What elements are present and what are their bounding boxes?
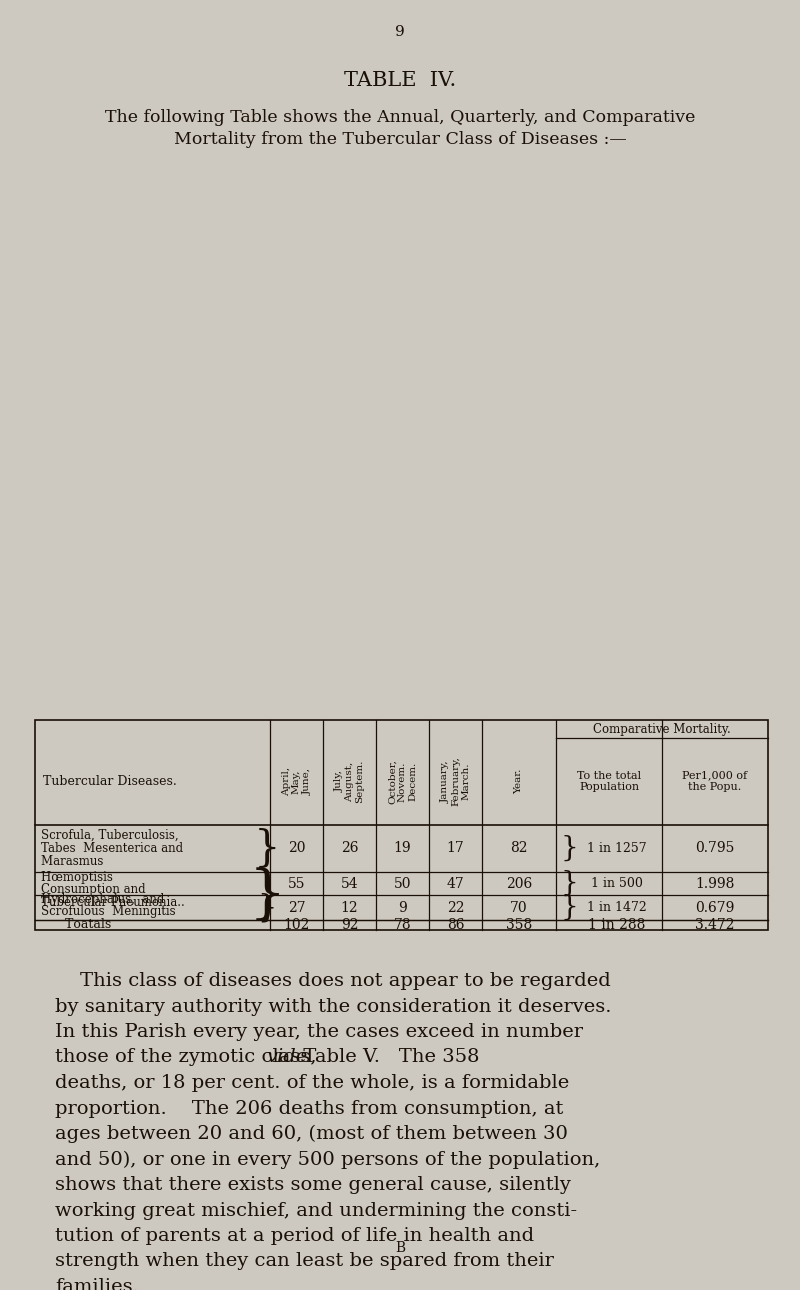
Text: 1 in 1257: 1 in 1257 [587, 842, 647, 855]
Text: October,
Novem.
Decem.: October, Novem. Decem. [388, 759, 418, 804]
Text: 19: 19 [394, 841, 411, 855]
Text: 82: 82 [510, 841, 528, 855]
Text: 9: 9 [395, 25, 405, 39]
Text: families.: families. [55, 1278, 139, 1290]
Text: and 50), or one in every 500 persons of the population,: and 50), or one in every 500 persons of … [55, 1151, 600, 1169]
Text: Mortality from the Tubercular Class of Diseases :—: Mortality from the Tubercular Class of D… [174, 132, 626, 148]
Text: Scrofula, Tuberculosis,: Scrofula, Tuberculosis, [41, 829, 178, 842]
Text: 50: 50 [394, 876, 411, 890]
Text: 1 in 500: 1 in 500 [591, 877, 643, 890]
Text: tution of parents at a period of life in health and: tution of parents at a period of life in… [55, 1227, 534, 1245]
Text: 0.795: 0.795 [695, 841, 734, 855]
Text: }: } [249, 868, 286, 924]
Bar [35, 720, 768, 930]
Text: April,
May,
June,: April, May, June, [282, 768, 311, 796]
Text: }: } [560, 894, 578, 921]
Text: Table V.   The 358: Table V. The 358 [297, 1049, 479, 1067]
Text: 17: 17 [446, 841, 464, 855]
Text: proportion.    The 206 deaths from consumption, at: proportion. The 206 deaths from consumpt… [55, 1099, 563, 1117]
Text: }: } [560, 869, 578, 897]
Text: In this Parish every year, the cases exceed in number: In this Parish every year, the cases exc… [55, 1023, 583, 1041]
Text: To the total
Population: To the total Population [577, 770, 641, 792]
Text: those of the zymotic class,: those of the zymotic class, [55, 1049, 322, 1067]
Text: Scrofulous  Meningitis: Scrofulous Meningitis [41, 906, 176, 918]
Text: July,
August,
Septem.: July, August, Septem. [334, 760, 364, 804]
Text: TABLE  IV.: TABLE IV. [344, 71, 456, 89]
Text: 54: 54 [341, 876, 358, 890]
Text: 20: 20 [288, 841, 306, 855]
Text: working great mischief, and undermining the consti-: working great mischief, and undermining … [55, 1201, 577, 1219]
Text: 1 in 1472: 1 in 1472 [587, 900, 647, 915]
Text: }: } [258, 891, 277, 924]
Text: 3.472: 3.472 [695, 918, 734, 931]
Text: }: } [254, 827, 280, 869]
Text: deaths, or 18 per cent. of the whole, is a formidable: deaths, or 18 per cent. of the whole, is… [55, 1075, 570, 1093]
Text: B: B [395, 1241, 405, 1255]
Text: Hydrocephalus,  and: Hydrocephalus, and [41, 894, 164, 907]
Text: Tubercular Pneumonia..: Tubercular Pneumonia.. [41, 895, 185, 908]
Text: 102: 102 [283, 918, 310, 931]
Text: 1 in 288: 1 in 288 [588, 918, 646, 931]
Text: January,
February,
March.: January, February, March. [441, 756, 470, 806]
Text: 206: 206 [506, 876, 532, 890]
Text: Comparative Mortality.: Comparative Mortality. [593, 722, 731, 735]
Text: 27: 27 [288, 900, 306, 915]
Text: Marasmus: Marasmus [41, 855, 178, 868]
Text: 70: 70 [510, 900, 528, 915]
Text: 92: 92 [341, 918, 358, 931]
Text: The following Table shows the Annual, Quarterly, and Comparative: The following Table shows the Annual, Qu… [105, 110, 695, 126]
Text: 0.679: 0.679 [695, 900, 734, 915]
Text: This class of diseases does not appear to be regarded: This class of diseases does not appear t… [55, 971, 610, 989]
Text: 1.998: 1.998 [695, 876, 734, 890]
Text: ages between 20 and 60, (most of them between 30: ages between 20 and 60, (most of them be… [55, 1125, 568, 1143]
Text: 86: 86 [446, 918, 464, 931]
Text: Per1,000 of
the Popu.: Per1,000 of the Popu. [682, 770, 747, 792]
Text: strength when they can least be spared from their: strength when they can least be spared f… [55, 1253, 554, 1271]
Text: Year.: Year. [514, 769, 523, 795]
Text: 55: 55 [288, 876, 306, 890]
Text: 78: 78 [394, 918, 411, 931]
Text: 9: 9 [398, 900, 407, 915]
Text: 358: 358 [506, 918, 532, 931]
Text: Consumption and: Consumption and [41, 884, 179, 897]
Text: Tubercular Diseases.: Tubercular Diseases. [43, 775, 177, 788]
Text: 22: 22 [446, 900, 464, 915]
Text: by sanitary authority with the consideration it deserves.: by sanitary authority with the considera… [55, 997, 611, 1015]
Text: }: } [560, 835, 578, 862]
Text: 47: 47 [446, 876, 464, 890]
Text: Tabes  Mesenterica and: Tabes Mesenterica and [41, 842, 183, 855]
Text: shows that there exists some general cause, silently: shows that there exists some general cau… [55, 1176, 571, 1195]
Text: vide: vide [266, 1049, 308, 1067]
Text: 12: 12 [341, 900, 358, 915]
Text: Hœmoptisis: Hœmoptisis [41, 872, 206, 885]
Text: 26: 26 [341, 841, 358, 855]
Text: Tᴏatals: Tᴏatals [65, 918, 159, 931]
